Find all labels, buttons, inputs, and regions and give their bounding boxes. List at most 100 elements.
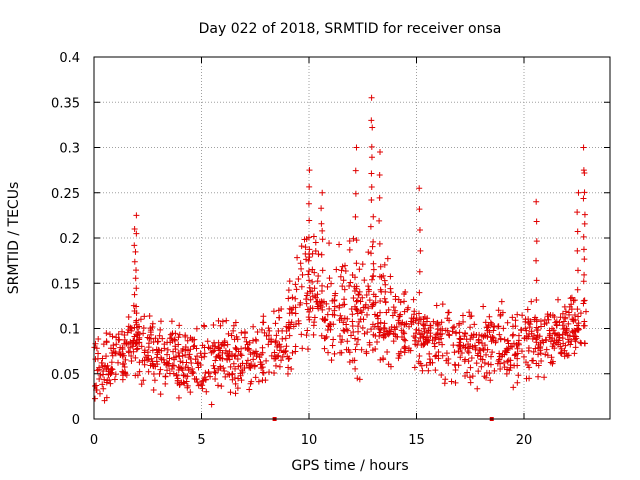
data-point bbox=[427, 322, 434, 329]
data-point bbox=[250, 356, 257, 363]
data-point bbox=[125, 313, 132, 320]
data-point bbox=[222, 373, 229, 380]
data-point bbox=[380, 272, 387, 279]
data-point bbox=[134, 332, 141, 339]
data-point bbox=[190, 369, 197, 376]
data-point bbox=[524, 306, 531, 313]
data-point bbox=[376, 217, 383, 224]
data-point bbox=[199, 342, 206, 349]
data-point bbox=[139, 357, 146, 364]
data-point bbox=[557, 350, 564, 357]
data-point bbox=[560, 318, 567, 325]
data-point bbox=[574, 209, 581, 216]
data-point bbox=[128, 352, 135, 359]
data-point bbox=[100, 385, 107, 392]
data-point bbox=[509, 332, 516, 339]
data-point bbox=[480, 333, 487, 340]
data-point bbox=[172, 330, 179, 337]
data-point bbox=[141, 347, 148, 354]
data-point bbox=[155, 338, 162, 345]
y-tick-label: 0.25 bbox=[51, 187, 80, 202]
data-point bbox=[402, 337, 409, 344]
data-point bbox=[248, 378, 255, 385]
data-point bbox=[258, 326, 265, 333]
data-point bbox=[415, 310, 422, 317]
data-point bbox=[388, 323, 395, 330]
data-point bbox=[250, 323, 257, 330]
data-point bbox=[543, 346, 550, 353]
data-point bbox=[164, 367, 171, 374]
data-point bbox=[426, 350, 433, 357]
data-point bbox=[424, 315, 431, 322]
data-point bbox=[474, 385, 481, 392]
data-point bbox=[113, 334, 120, 341]
data-point bbox=[353, 306, 360, 313]
data-point bbox=[238, 377, 245, 384]
data-point bbox=[445, 309, 452, 316]
data-point bbox=[570, 297, 577, 304]
data-point bbox=[370, 291, 377, 298]
data-point bbox=[581, 220, 588, 227]
data-point bbox=[182, 332, 189, 339]
data-point bbox=[193, 325, 200, 332]
data-point bbox=[298, 265, 305, 272]
data-point bbox=[208, 401, 215, 408]
data-point bbox=[164, 346, 171, 353]
data-point bbox=[376, 194, 383, 201]
data-point bbox=[132, 354, 139, 361]
data-point bbox=[271, 349, 278, 356]
data-point bbox=[381, 277, 388, 284]
data-point bbox=[132, 275, 139, 282]
data-point bbox=[472, 346, 479, 353]
data-point bbox=[442, 327, 449, 334]
data-point bbox=[482, 319, 489, 326]
data-point bbox=[176, 322, 183, 329]
data-point bbox=[184, 373, 191, 380]
data-point bbox=[439, 301, 446, 308]
data-point bbox=[197, 350, 204, 357]
data-point bbox=[212, 376, 219, 383]
data-point bbox=[451, 323, 458, 330]
data-point bbox=[423, 334, 430, 341]
data-point bbox=[510, 384, 517, 391]
data-point bbox=[133, 346, 140, 353]
data-point bbox=[190, 343, 197, 350]
data-point bbox=[467, 336, 474, 343]
data-point bbox=[157, 366, 164, 373]
data-point bbox=[580, 144, 587, 151]
data-point bbox=[387, 273, 394, 280]
data-point bbox=[456, 321, 463, 328]
data-point bbox=[215, 344, 222, 351]
data-point bbox=[286, 278, 293, 285]
data-point bbox=[278, 357, 285, 364]
data-point bbox=[445, 360, 452, 367]
data-point bbox=[504, 358, 511, 365]
x-tick-label: 15 bbox=[408, 433, 425, 448]
data-point bbox=[131, 291, 138, 298]
data-point bbox=[418, 316, 425, 323]
data-point bbox=[425, 367, 432, 374]
data-point bbox=[305, 234, 312, 241]
data-point bbox=[227, 389, 234, 396]
data-point bbox=[238, 329, 245, 336]
data-point bbox=[314, 278, 321, 285]
data-point bbox=[448, 378, 455, 385]
data-point bbox=[434, 322, 441, 329]
data-point bbox=[145, 368, 152, 375]
data-point bbox=[489, 333, 496, 340]
data-point bbox=[483, 374, 490, 381]
data-point bbox=[438, 335, 445, 342]
data-point bbox=[284, 370, 291, 377]
data-point bbox=[326, 275, 333, 282]
data-point bbox=[195, 359, 202, 366]
data-point bbox=[332, 290, 339, 297]
data-point bbox=[230, 327, 237, 334]
data-point bbox=[312, 294, 319, 301]
data-point bbox=[553, 332, 560, 339]
data-point bbox=[581, 189, 588, 196]
data-point bbox=[110, 342, 117, 349]
data-point bbox=[247, 364, 254, 371]
data-point bbox=[518, 348, 525, 355]
data-point bbox=[380, 334, 387, 341]
data-point bbox=[186, 351, 193, 358]
